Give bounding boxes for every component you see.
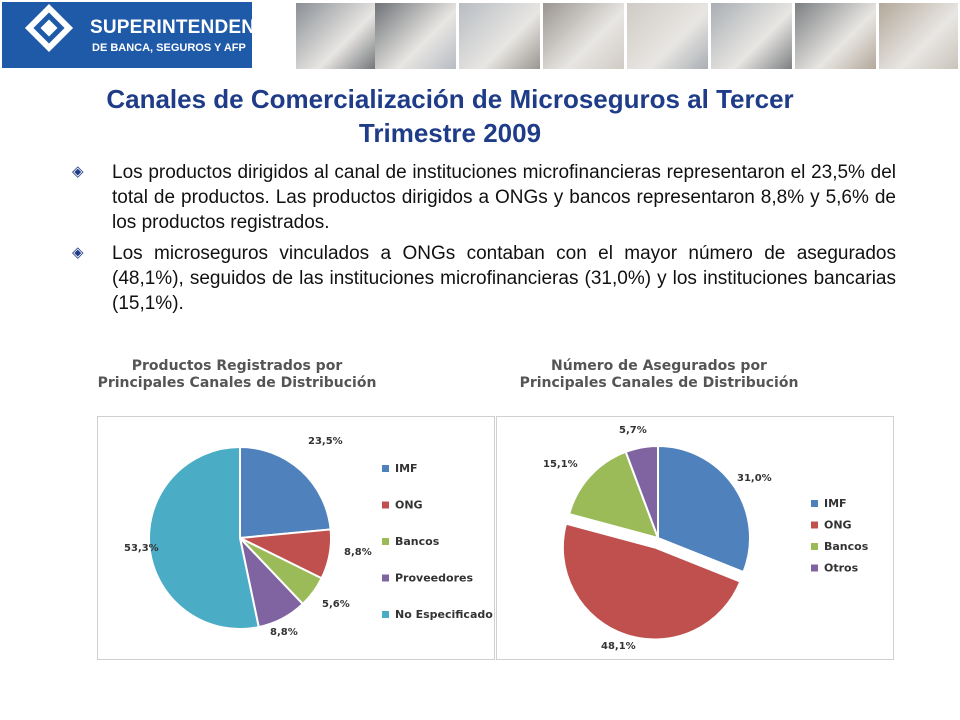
bullet-item: ◈ Los microseguros vinculados a ONGs con… <box>70 241 896 316</box>
pie-slice-no-especificado <box>148 445 260 630</box>
legend-label: Proveedores <box>395 572 473 585</box>
bullet-text: Los productos dirigidos al canal de inst… <box>112 162 896 233</box>
legend-swatch <box>382 611 389 618</box>
pie-chart-insured: 31,0% 48,1% 15,1% 5,7% IMF ONG Bancos Otros <box>543 425 869 652</box>
pie-slice-bancos <box>567 450 660 540</box>
header-banner: SUPERINTENDENCIA DE BANCA, SEGUROS Y AFP <box>0 0 960 72</box>
data-label: 15,1% <box>543 459 578 470</box>
chart-title-insured: Número de Asegurados por Principales Can… <box>519 358 799 391</box>
data-label: 23,5% <box>308 436 343 447</box>
legend-swatch <box>811 500 818 507</box>
logo-title: SUPERINTENDENCIA <box>90 17 289 38</box>
keyboard-enter-photo <box>459 3 540 69</box>
card-payment-photo <box>296 3 377 69</box>
data-label: 31,0% <box>737 473 772 484</box>
pie-chart-products: 23,5% 8,8% 5,6% 8,8% 53,3% IMF ONG Bancos Provee… <box>124 436 493 638</box>
legend-label: No Especificado <box>395 608 493 621</box>
legend-swatch <box>382 465 389 472</box>
meeting-photo <box>879 3 958 69</box>
legend-label: Otros <box>824 562 859 575</box>
hands-cash-photo <box>627 3 708 69</box>
data-label: 53,3% <box>124 543 159 554</box>
legend-label: ONG <box>824 519 852 532</box>
legend-label: IMF <box>824 497 847 510</box>
data-label: 48,1% <box>601 641 636 652</box>
bullet-item: ◈ Los productos dirigidos al canal de in… <box>70 160 896 235</box>
legend-swatch <box>382 501 389 509</box>
legend-label: ONG <box>395 499 423 512</box>
businessmen-photo <box>795 3 876 69</box>
handshake-photo <box>543 3 624 69</box>
pie-slice-ong <box>561 522 742 641</box>
data-label: 5,6% <box>322 599 350 610</box>
pie-slice-imf <box>657 444 751 574</box>
legend-label: IMF <box>395 462 418 475</box>
data-label: 8,8% <box>270 627 298 638</box>
legend-swatch <box>382 574 389 582</box>
calculator-photo <box>711 3 792 69</box>
chart-title-products: Productos Registrados por Principales Ca… <box>97 358 377 391</box>
legend-swatch <box>811 564 818 572</box>
sbs-logo: SUPERINTENDENCIA DE BANCA, SEGUROS Y AFP <box>2 2 288 68</box>
slide-title: Canales de Comercialización de Microsegu… <box>106 84 794 148</box>
bullet-text: Los microseguros vinculados a ONGs conta… <box>112 243 896 314</box>
legend-swatch <box>382 538 389 545</box>
legend-swatch <box>811 543 818 550</box>
legend-label: Bancos <box>395 535 440 548</box>
diamond-bullet-icon: ◈ <box>72 244 84 261</box>
bullet-list: ◈ Los productos dirigidos al canal de in… <box>70 160 896 322</box>
legend-label: Bancos <box>824 540 869 553</box>
data-label: 8,8% <box>344 547 372 558</box>
office-building-photo <box>375 3 456 69</box>
logo-subtitle: DE BANCA, SEGUROS Y AFP <box>92 42 246 54</box>
pie-slice-imf <box>239 445 332 540</box>
chart-insured: 31,0% 48,1% 15,1% 5,7% IMF ONG Bancos Otros <box>496 416 894 660</box>
diamond-bullet-icon: ◈ <box>72 163 84 180</box>
chart-products: 23,5% 8,8% 5,6% 8,8% 53,3% IMF ONG Bancos Provee… <box>97 416 495 660</box>
legend-swatch <box>811 521 818 529</box>
data-label: 5,7% <box>619 425 647 436</box>
pie-slice-otros <box>624 444 659 539</box>
